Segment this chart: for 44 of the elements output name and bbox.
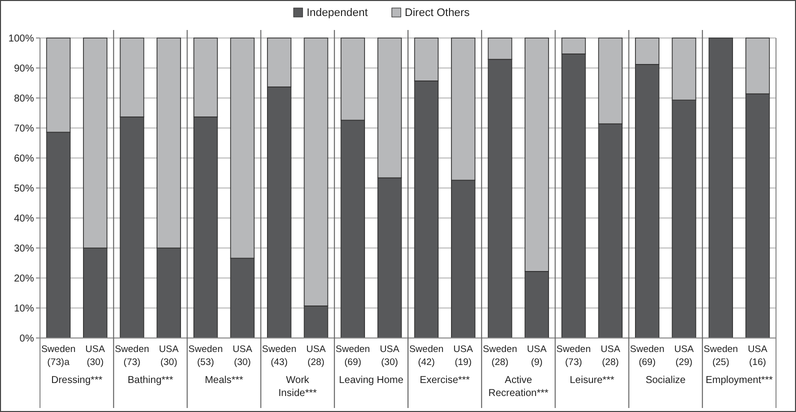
x-tick-label: USA (28) bbox=[600, 344, 621, 368]
x-tick-label: Sweden (73)a bbox=[41, 344, 76, 368]
x-tick-label: Sweden (69) bbox=[630, 344, 664, 368]
y-tick-label: 30% bbox=[14, 244, 34, 254]
text: Meals*** bbox=[204, 375, 244, 386]
text: Active Recreation*** bbox=[488, 375, 549, 399]
x-tick-label: USA (30) bbox=[380, 344, 400, 368]
x-tick-label: USA (19) bbox=[453, 344, 474, 368]
x-tick-label: USA (28) bbox=[306, 344, 326, 368]
y-tick-label: 60% bbox=[14, 154, 34, 164]
x-tick-label: Sweden (28) bbox=[482, 344, 518, 368]
x-tick-label: USA (9) bbox=[527, 344, 548, 368]
x-tick-label: Sweden (53) bbox=[188, 344, 223, 368]
x-tick-label: Sweden (73) bbox=[114, 344, 150, 368]
y-tick-label: 80% bbox=[14, 94, 34, 104]
x-tick-label: Sweden (73) bbox=[556, 344, 591, 368]
text: Leaving Home bbox=[338, 375, 404, 386]
x-tick-label: USA (30) bbox=[85, 344, 106, 368]
y-tick-label: 20% bbox=[14, 274, 34, 284]
y-tick-label: 50% bbox=[14, 184, 34, 194]
text: Socialize bbox=[646, 375, 686, 386]
bar bbox=[708, 38, 733, 338]
x-tick-label: USA (29) bbox=[674, 344, 694, 368]
x-tick-label: USA (16) bbox=[748, 344, 768, 368]
text: Bathing*** bbox=[128, 375, 174, 386]
x-tick-label: Sweden (43) bbox=[262, 344, 296, 368]
x-tick-label: USA (30) bbox=[159, 344, 180, 368]
text: Leisure*** bbox=[570, 375, 614, 386]
text: Exercise*** bbox=[420, 375, 470, 386]
x-tick-label: Sweden (25) bbox=[704, 344, 738, 368]
text: Employment*** bbox=[706, 375, 773, 386]
y-tick-label: 100% bbox=[8, 34, 34, 44]
legend-label: Independent bbox=[306, 7, 368, 19]
text: Work Inside*** bbox=[278, 375, 317, 399]
y-tick-label: 90% bbox=[14, 64, 34, 74]
legend-label: Direct Others bbox=[404, 7, 470, 19]
y-tick-label: 70% bbox=[14, 124, 34, 134]
y-tick-label: 0% bbox=[20, 334, 34, 344]
x-tick-label: Sweden (42) bbox=[409, 344, 444, 368]
y-tick-label: 40% bbox=[14, 214, 34, 224]
x-tick-label: Sweden (69) bbox=[336, 344, 370, 368]
text: Dressing*** bbox=[51, 375, 102, 386]
y-tick-label: 10% bbox=[14, 304, 34, 314]
x-tick-label: USA (30) bbox=[232, 344, 253, 368]
